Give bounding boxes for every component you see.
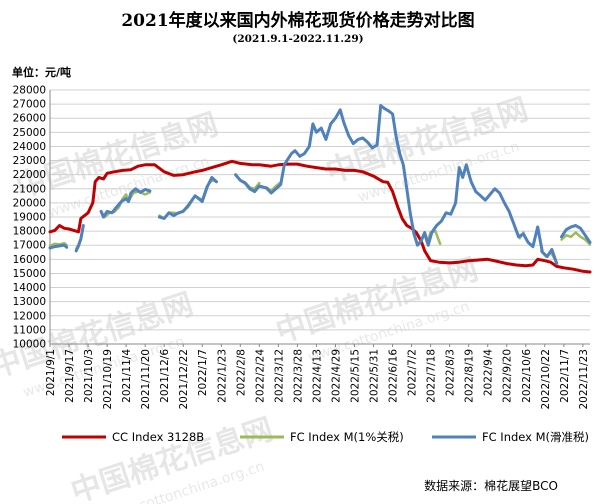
- y-tick-label: 26000: [13, 113, 46, 125]
- y-tick-label: 18000: [13, 226, 46, 238]
- x-tick-label: 2022/1/7: [197, 349, 209, 396]
- x-tick-label: 2022/2/24: [254, 349, 266, 403]
- y-tick-label: 15000: [13, 268, 46, 280]
- y-axis-unit-label: 单位：元/吨: [12, 66, 72, 79]
- y-tick-label: 19000: [13, 212, 46, 224]
- y-tick-label: 20000: [13, 197, 46, 209]
- x-tick-label: 2022/1/23: [216, 349, 228, 403]
- series-line-segment: [48, 159, 592, 274]
- gridlines: [50, 89, 590, 345]
- series-lines: [48, 104, 592, 274]
- chart-title: 2021年度以来国内外棉花现货价格走势对比图: [121, 11, 475, 31]
- legend: CC Index 3128B FC Index M(1%关税) FC Index M…: [62, 430, 589, 444]
- x-tick-label: 2022/10/6: [521, 349, 533, 403]
- x-tick-label: 2022/11/7: [559, 349, 571, 403]
- series-line-segment: [157, 176, 218, 220]
- x-tick-label: 2022/11/23: [578, 349, 590, 410]
- x-tick-labels: 2021/9/1 2021/9/17 2021/10/3 2021/10/19 2021…: [45, 344, 590, 410]
- x-tick-label: 2022/10/22: [540, 349, 552, 410]
- series-line-segment: [48, 243, 69, 250]
- y-tick-label: 11000: [13, 324, 46, 336]
- y-tick-label: 24000: [13, 141, 46, 153]
- y-tick-label: 22000: [13, 169, 46, 181]
- series-line-segment: [74, 224, 85, 253]
- y-tick-label: 25000: [13, 127, 46, 139]
- series-0: [48, 159, 592, 274]
- x-tick-label: 2021/11/20: [140, 349, 152, 410]
- x-tick-label: 2021/9/1: [45, 349, 57, 396]
- y-tick-label: 28000: [13, 85, 46, 97]
- y-tick-label: 21000: [13, 183, 46, 195]
- x-tick-label: 2022/6/16: [388, 349, 400, 403]
- y-tick-label: 17000: [13, 240, 46, 252]
- legend-label: FC Index M(滑准税): [482, 430, 589, 444]
- x-tick-label: 2022/9/20: [502, 349, 514, 403]
- series-line-segment: [234, 104, 559, 266]
- y-tick-label: 13000: [13, 296, 46, 308]
- axes: [49, 90, 590, 345]
- x-tick-label: 2021/9/17: [64, 349, 76, 403]
- x-tick-label: 2022/5/31: [369, 349, 381, 403]
- x-tick-label: 2022/5/15: [349, 349, 361, 403]
- series-line-segment: [99, 187, 152, 219]
- y-tick-labels: 10000 11000 12000 13000 14000 15000 16000 17000…: [13, 85, 46, 351]
- x-tick-label: 2022/9/4: [483, 349, 495, 396]
- data-source-note: 数据来源：棉花展望BCO: [424, 479, 558, 493]
- y-tick-label: 10000: [13, 339, 46, 351]
- x-tick-label: 2022/7/2: [407, 349, 419, 396]
- x-tick-label: 2022/8/19: [464, 349, 476, 403]
- y-tick-label: 14000: [13, 282, 46, 294]
- series-line-segment: [560, 224, 592, 244]
- legend-label: FC Index M(1%关税): [290, 430, 404, 444]
- x-tick-label: 2022/3/28: [292, 349, 304, 403]
- y-tick-label: 23000: [13, 155, 46, 167]
- series-line-segment: [560, 231, 592, 246]
- x-tick-label: 2022/2/8: [235, 349, 247, 396]
- x-tick-label: 2021/12/6: [159, 349, 171, 403]
- x-tick-label: 2021/11/4: [121, 349, 133, 403]
- x-tick-label: 2022/7/18: [426, 349, 438, 403]
- y-tick-label: 12000: [13, 310, 46, 322]
- x-tick-label: 2022/8/3: [445, 349, 457, 396]
- legend-label: CC Index 3128B: [112, 430, 204, 444]
- chart-subtitle: (2021.9.1-2022.11.29): [232, 33, 364, 45]
- x-tick-label: 2022/3/12: [273, 349, 285, 403]
- x-tick-label: 2021/10/3: [83, 349, 95, 403]
- y-tick-label: 16000: [13, 254, 46, 266]
- y-tick-label: 27000: [13, 99, 46, 111]
- series-2: [48, 104, 592, 266]
- x-tick-label: 2021/10/19: [102, 349, 114, 410]
- x-tick-label: 2022/4/13: [311, 349, 323, 403]
- x-tick-label: 2022/4/29: [330, 349, 342, 403]
- x-tick-label: 2021/12/22: [178, 349, 190, 410]
